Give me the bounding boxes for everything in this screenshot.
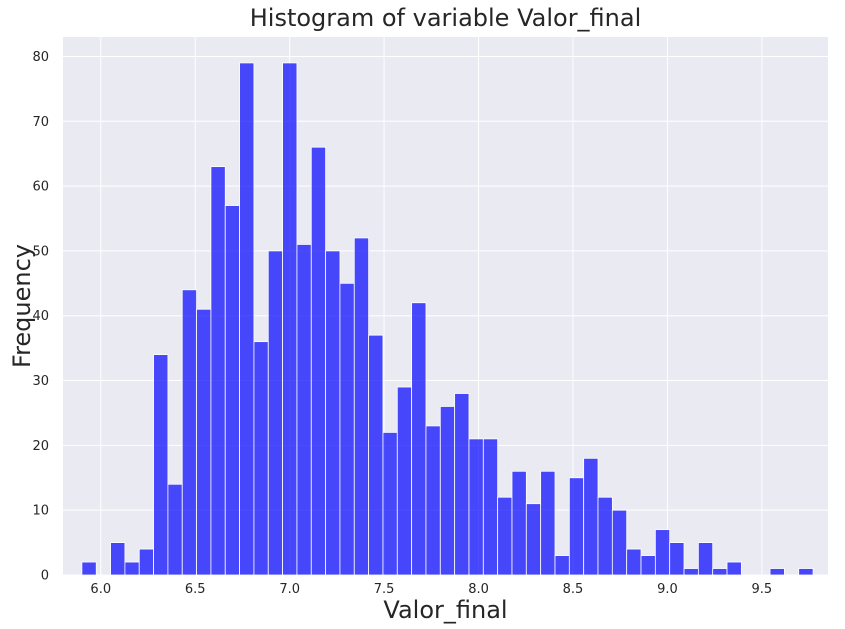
y-tick-label: 40 [32,309,49,324]
histogram-bar [153,354,169,576]
histogram-bar [425,425,441,576]
histogram-bar [683,568,699,576]
histogram-bar [497,496,513,576]
y-tick-label: 20 [32,439,49,454]
y-axis-label: Frequency [8,244,36,368]
histogram-bar [167,483,183,576]
histogram-bar [583,457,599,576]
x-tick-label: 8.0 [468,582,489,597]
histogram-bar [611,509,628,576]
histogram-bar [339,282,355,576]
histogram-bar [439,406,456,576]
histogram-bar [210,166,226,576]
y-tick-label: 70 [32,115,49,130]
histogram-bar [138,548,154,576]
histogram-bar [769,568,785,576]
histogram-bar [239,62,255,576]
histogram-bar [110,542,126,576]
histogram-bar [540,470,556,576]
x-tick-label: 9.5 [752,582,773,597]
y-tick-label: 30 [32,374,49,389]
y-tick-label: 80 [32,50,49,65]
histogram-bar [798,568,814,576]
histogram-bar [626,548,642,576]
chart-title: Histogram of variable Valor_final [250,4,642,32]
x-tick-label: 7.0 [279,582,300,597]
x-tick-label: 6.0 [90,582,111,597]
histogram-bar [396,386,413,576]
histogram-bar [525,503,542,576]
x-tick-labels: 6.0 6.5 7.0 7.5 8.0 8.5 9.0 9.5 [90,582,772,597]
x-axis-label: Valor_final [383,596,507,624]
histogram-bar [325,250,341,576]
x-tick-label: 6.5 [185,582,206,597]
histogram-bar [267,250,284,576]
histogram-bar [712,568,728,576]
histogram-bar [411,302,427,576]
histogram-bar [282,62,298,576]
histogram-bar [554,555,570,576]
histogram-bar [81,561,97,576]
histogram-bar [640,555,656,576]
y-tick-label: 60 [32,180,49,195]
y-tick-label: 10 [32,504,49,519]
histogram-bar [224,205,240,576]
histogram-bar [296,244,312,576]
histogram-bar [196,308,212,576]
y-tick-labels: 0 10 20 30 40 50 60 70 80 [32,50,49,584]
histogram-bar [654,529,671,576]
y-tick-label: 50 [32,244,49,259]
histogram-bar [310,146,327,576]
histogram-bar [726,561,742,576]
histogram-bar [454,393,470,576]
histogram-bar [382,431,398,576]
histogram-bar [697,542,714,576]
histogram-bar [568,477,585,576]
histogram-bar [368,334,384,576]
histogram-bar [597,496,613,576]
histogram-bar [669,542,685,576]
histogram-bar [253,341,269,576]
histogram-bar [482,438,499,576]
y-tick-label: 0 [41,569,49,584]
x-tick-label: 9.0 [657,582,678,597]
histogram-bar [511,470,527,576]
histogram-bar [468,438,484,576]
histogram-bar [353,237,370,576]
x-tick-label: 8.5 [563,582,584,597]
histogram-bar [181,289,197,576]
x-tick-label: 7.5 [374,582,395,597]
bars [81,62,814,576]
histogram-bar [124,561,140,576]
